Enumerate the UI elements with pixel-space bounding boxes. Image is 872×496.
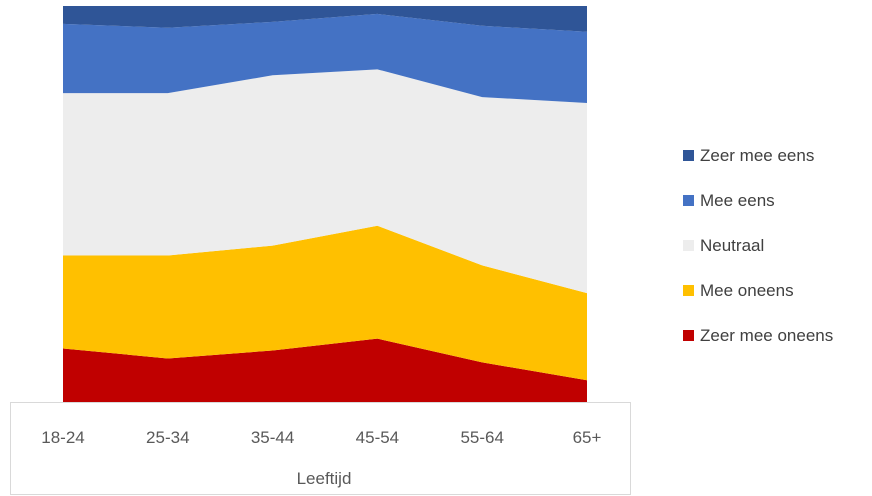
x-axis-title: Leeftijd xyxy=(297,469,352,488)
legend-item: Neutraal xyxy=(683,236,764,255)
x-axis-tick-labels: 18-24 25-34 35-44 45-54 55-64 65+ xyxy=(41,428,601,447)
area-series-neutraal xyxy=(63,69,587,294)
legend-swatch xyxy=(683,150,694,161)
legend-item: Zeer mee eens xyxy=(683,146,814,165)
legend-item: Mee oneens xyxy=(683,281,794,300)
legend-swatch xyxy=(683,285,694,296)
area-series-zeer-mee-eens xyxy=(63,6,587,32)
legend-label: Mee eens xyxy=(700,191,775,210)
x-tick-label: 18-24 xyxy=(41,428,84,447)
legend: Zeer mee eens Mee eens Neutraal Mee oneens Z… xyxy=(683,146,833,345)
x-tick-label: 55-64 xyxy=(460,428,503,447)
x-axis-box xyxy=(10,402,631,495)
legend-item: Zeer mee oneens xyxy=(683,326,833,345)
area-series-mee-eens xyxy=(63,13,587,104)
legend-swatch xyxy=(683,240,694,251)
x-tick-label: 25-34 xyxy=(146,428,189,447)
x-tick-label: 45-54 xyxy=(356,428,399,447)
legend-label: Zeer mee oneens xyxy=(700,326,833,345)
legend-label: Neutraal xyxy=(700,236,764,255)
plot-area xyxy=(63,6,587,402)
x-tick-label: 65+ xyxy=(573,428,602,447)
area-series-mee-oneens xyxy=(63,225,587,381)
legend-label: Zeer mee eens xyxy=(700,146,814,165)
legend-swatch xyxy=(683,195,694,206)
legend-label: Mee oneens xyxy=(700,281,794,300)
x-tick-label: 35-44 xyxy=(251,428,294,447)
legend-item: Mee eens xyxy=(683,191,775,210)
legend-swatch xyxy=(683,330,694,341)
area-series-zeer-mee-oneens xyxy=(63,338,587,402)
